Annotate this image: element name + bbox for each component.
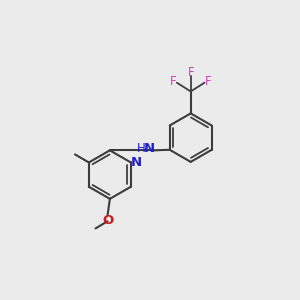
Text: N: N [130,155,142,169]
Text: H: H [137,142,146,155]
Text: F: F [170,75,176,88]
Text: F: F [188,66,194,79]
Text: F: F [205,75,211,88]
Text: O: O [102,214,113,226]
Text: N: N [144,142,155,155]
